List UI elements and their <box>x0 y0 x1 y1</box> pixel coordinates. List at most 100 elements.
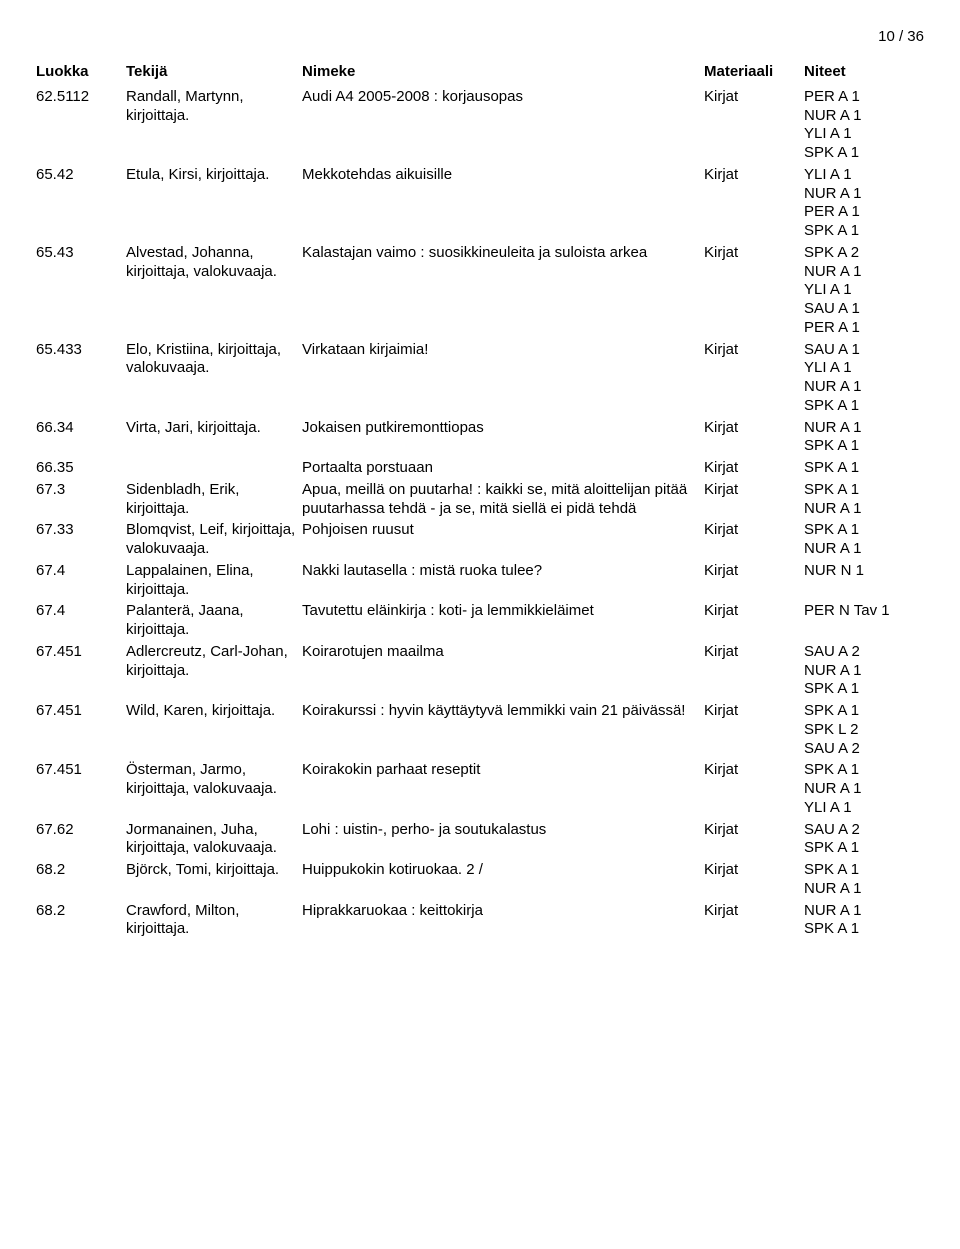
cell-nimeke: Huippukokin kotiruokaa. 2 / <box>302 861 704 880</box>
cell-materiaali: Kirjat <box>704 166 804 185</box>
nite-line: SPK A 1 <box>804 222 914 241</box>
nite-line: NUR A 1 <box>804 500 914 519</box>
cell-luokka: 67.4 <box>36 602 126 621</box>
table-row: 66.35Portaalta porstuaanKirjatSPK A 1 <box>36 459 924 478</box>
cell-nimeke: Jokaisen putkiremonttiopas <box>302 419 704 438</box>
cell-nimeke: Audi A4 2005-2008 : korjausopas <box>302 88 704 107</box>
header-luokka: Luokka <box>36 63 126 82</box>
cell-tekija: Björck, Tomi, kirjoittaja. <box>126 861 302 880</box>
cell-niteet: SPK A 1NUR A 1 <box>804 521 914 559</box>
cell-luokka: 67.4 <box>36 562 126 581</box>
cell-materiaali: Kirjat <box>704 643 804 662</box>
nite-line: NUR A 1 <box>804 880 914 899</box>
nite-line: SPK A 1 <box>804 680 914 699</box>
cell-niteet: SPK A 1NUR A 1 <box>804 861 914 899</box>
cell-nimeke: Virkataan kirjaimia! <box>302 341 704 360</box>
cell-tekija: Sidenbladh, Erik, kirjoittaja. <box>126 481 302 519</box>
cell-materiaali: Kirjat <box>704 562 804 581</box>
cell-nimeke: Nakki lautasella : mistä ruoka tulee? <box>302 562 704 581</box>
cell-nimeke: Pohjoisen ruusut <box>302 521 704 540</box>
page-number: 10 / 36 <box>36 28 924 45</box>
cell-niteet: PER A 1NUR A 1YLI A 1SPK A 1 <box>804 88 914 163</box>
nite-line: SPK A 1 <box>804 861 914 880</box>
nite-line: SAU A 2 <box>804 740 914 759</box>
table-row: 67.3Sidenbladh, Erik, kirjoittaja.Apua, … <box>36 481 924 519</box>
cell-materiaali: Kirjat <box>704 861 804 880</box>
nite-line: SPK A 1 <box>804 839 914 858</box>
cell-materiaali: Kirjat <box>704 821 804 840</box>
table-row: 68.2Crawford, Milton, kirjoittaja.Hiprak… <box>36 902 924 940</box>
nite-line: YLI A 1 <box>804 799 914 818</box>
nite-line: SPK L 2 <box>804 721 914 740</box>
cell-materiaali: Kirjat <box>704 602 804 621</box>
nite-line: SPK A 1 <box>804 144 914 163</box>
nite-line: NUR A 1 <box>804 185 914 204</box>
nite-line: SPK A 1 <box>804 459 914 478</box>
cell-nimeke: Lohi : uistin-, perho- ja soutukalastus <box>302 821 704 840</box>
nite-line: SAU A 1 <box>804 300 914 319</box>
cell-luokka: 67.451 <box>36 643 126 662</box>
table-body: 62.5112Randall, Martynn, kirjoittaja.Aud… <box>36 88 924 939</box>
header-materiaali: Materiaali <box>704 63 804 82</box>
cell-niteet: NUR A 1SPK A 1 <box>804 419 914 457</box>
table-header: Luokka Tekijä Nimeke Materiaali Niteet <box>36 63 924 82</box>
cell-niteet: SAU A 2NUR A 1SPK A 1 <box>804 643 914 699</box>
header-niteet: Niteet <box>804 63 914 82</box>
cell-nimeke: Apua, meillä on puutarha! : kaikki se, m… <box>302 481 704 519</box>
cell-tekija: Blomqvist, Leif, kirjoittaja, valokuvaaj… <box>126 521 302 559</box>
nite-line: NUR A 1 <box>804 378 914 397</box>
cell-luokka: 66.35 <box>36 459 126 478</box>
nite-line: SAU A 2 <box>804 821 914 840</box>
nite-line: NUR A 1 <box>804 263 914 282</box>
table-row: 67.451Adlercreutz, Carl-Johan, kirjoitta… <box>36 643 924 699</box>
header-tekija: Tekijä <box>126 63 302 82</box>
cell-materiaali: Kirjat <box>704 459 804 478</box>
cell-niteet: SPK A 1NUR A 1 <box>804 481 914 519</box>
nite-line: YLI A 1 <box>804 359 914 378</box>
cell-materiaali: Kirjat <box>704 702 804 721</box>
cell-niteet: SPK A 1 <box>804 459 914 478</box>
nite-line: SPK A 1 <box>804 481 914 500</box>
cell-niteet: SPK A 2NUR A 1YLI A 1SAU A 1PER A 1 <box>804 244 914 338</box>
cell-luokka: 67.62 <box>36 821 126 840</box>
nite-line: YLI A 1 <box>804 281 914 300</box>
cell-nimeke: Tavutettu eläinkirja : koti- ja lemmikki… <box>302 602 704 621</box>
table-row: 62.5112Randall, Martynn, kirjoittaja.Aud… <box>36 88 924 163</box>
cell-luokka: 67.3 <box>36 481 126 500</box>
nite-line: NUR A 1 <box>804 780 914 799</box>
cell-tekija: Etula, Kirsi, kirjoittaja. <box>126 166 302 185</box>
nite-line: SAU A 2 <box>804 643 914 662</box>
nite-line: NUR A 1 <box>804 662 914 681</box>
cell-tekija: Wild, Karen, kirjoittaja. <box>126 702 302 721</box>
nite-line: SPK A 2 <box>804 244 914 263</box>
cell-niteet: NUR N 1 <box>804 562 914 581</box>
cell-tekija: Crawford, Milton, kirjoittaja. <box>126 902 302 940</box>
cell-tekija: Lappalainen, Elina, kirjoittaja. <box>126 562 302 600</box>
nite-line: SPK A 1 <box>804 521 914 540</box>
cell-tekija: Alvestad, Johanna, kirjoittaja, valokuva… <box>126 244 302 282</box>
cell-luokka: 65.43 <box>36 244 126 263</box>
cell-materiaali: Kirjat <box>704 481 804 500</box>
table-row: 67.33Blomqvist, Leif, kirjoittaja, valok… <box>36 521 924 559</box>
cell-materiaali: Kirjat <box>704 902 804 921</box>
cell-nimeke: Koirakokin parhaat reseptit <box>302 761 704 780</box>
header-nimeke: Nimeke <box>302 63 704 82</box>
table-row: 67.451Wild, Karen, kirjoittaja.Koirakurs… <box>36 702 924 758</box>
nite-line: NUR A 1 <box>804 107 914 126</box>
table-row: 67.62Jormanainen, Juha, kirjoittaja, val… <box>36 821 924 859</box>
cell-niteet: SPK A 1NUR A 1YLI A 1 <box>804 761 914 817</box>
cell-materiaali: Kirjat <box>704 761 804 780</box>
cell-niteet: SAU A 1YLI A 1NUR A 1SPK A 1 <box>804 341 914 416</box>
cell-niteet: PER N Tav 1 <box>804 602 914 621</box>
cell-materiaali: Kirjat <box>704 341 804 360</box>
cell-nimeke: Mekkotehdas aikuisille <box>302 166 704 185</box>
cell-luokka: 65.433 <box>36 341 126 360</box>
table-row: 65.43Alvestad, Johanna, kirjoittaja, val… <box>36 244 924 338</box>
cell-niteet: YLI A 1NUR A 1PER A 1SPK A 1 <box>804 166 914 241</box>
table-row: 68.2Björck, Tomi, kirjoittaja.Huippukoki… <box>36 861 924 899</box>
cell-niteet: NUR A 1SPK A 1 <box>804 902 914 940</box>
cell-nimeke: Koirakurssi : hyvin käyttäytyvä lemmikki… <box>302 702 704 721</box>
cell-materiaali: Kirjat <box>704 521 804 540</box>
nite-line: PER A 1 <box>804 319 914 338</box>
cell-luokka: 67.33 <box>36 521 126 540</box>
